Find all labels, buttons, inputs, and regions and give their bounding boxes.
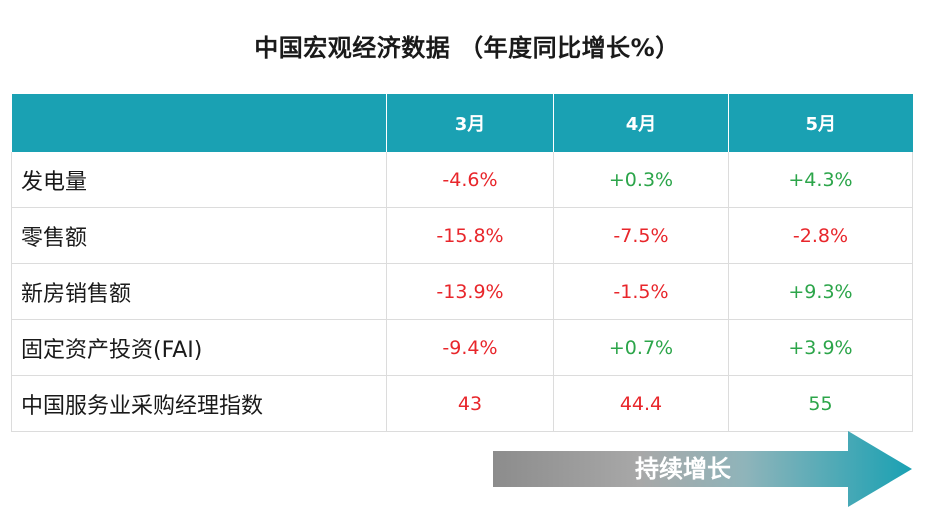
table-row-fai: 固定资产投资(FAI) -9.4% +0.7% +3.9%	[11, 319, 913, 376]
header-cell-may: 5月	[728, 94, 913, 152]
value-cell: +4.3%	[728, 152, 913, 208]
value-cell: +9.3%	[728, 263, 913, 320]
value-cell: -1.5%	[553, 263, 729, 320]
row-label: 中国服务业采购经理指数	[11, 375, 387, 432]
value-cell: +0.7%	[553, 319, 729, 376]
row-label: 零售额	[11, 207, 387, 264]
value-cell: -2.8%	[728, 207, 913, 264]
table-row-services-pmi: 中国服务业采购经理指数 43 44.4 55	[11, 375, 913, 432]
page-title: 中国宏观经济数据 （年度同比增长%）	[254, 34, 680, 62]
row-label: 新房销售额	[11, 263, 387, 320]
header-cell-march: 3月	[386, 94, 554, 152]
growth-arrow: 持续增长	[493, 431, 912, 507]
header-cell-april: 4月	[553, 94, 729, 152]
row-label: 固定资产投资(FAI)	[11, 319, 387, 376]
value-cell: 55	[728, 375, 913, 432]
table-row-electricity: 发电量 -4.6% +0.3% +4.3%	[11, 152, 913, 208]
table-header-row: 3月 4月 5月	[11, 94, 913, 152]
value-cell: +3.9%	[728, 319, 913, 376]
header-cell-indicator	[11, 94, 387, 152]
value-cell: -9.4%	[386, 319, 554, 376]
value-cell: 44.4	[553, 375, 729, 432]
table-row-new-home-sales: 新房销售额 -13.9% -1.5% +9.3%	[11, 263, 913, 320]
value-cell: -4.6%	[386, 152, 554, 208]
value-cell: 43	[386, 375, 554, 432]
row-label: 发电量	[11, 152, 387, 208]
arrow-label: 持续增长	[635, 455, 731, 483]
macro-data-table: 3月 4月 5月 发电量 -4.6% +0.3% +4.3% 零售额 -15.8…	[11, 94, 913, 432]
value-cell: -7.5%	[553, 207, 729, 264]
value-cell: -15.8%	[386, 207, 554, 264]
value-cell: +0.3%	[553, 152, 729, 208]
table-row-retail: 零售额 -15.8% -7.5% -2.8%	[11, 207, 913, 264]
value-cell: -13.9%	[386, 263, 554, 320]
growth-arrow-icon	[493, 431, 912, 507]
